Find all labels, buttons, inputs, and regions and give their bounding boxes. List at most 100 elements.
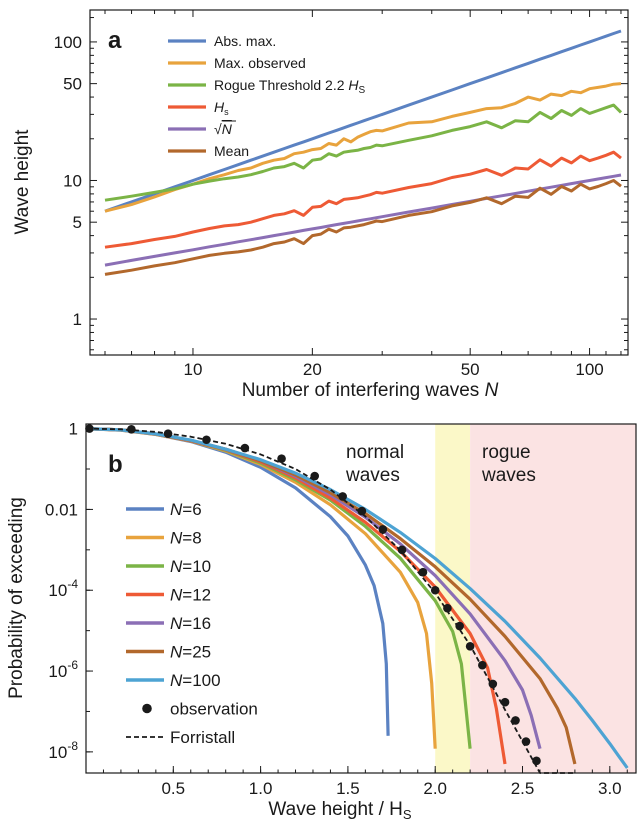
panel-b-legend-swatch-observation	[142, 703, 152, 714]
panel-a-legend-label-rogue-threshold-2-2-hs: Rogue Threshold 2.2 HS	[214, 77, 366, 96]
panel-b-observation-point	[240, 443, 250, 453]
panel-b-observation-point	[378, 525, 388, 534]
panel-b-ytick-base: 0.01	[45, 500, 78, 519]
panel-a-series-group	[104, 29, 623, 276]
panel-b-legend-label-forristall: Forristall	[170, 728, 235, 747]
panel-a-frame	[89, 9, 629, 356]
panel-a-label: a	[108, 27, 122, 54]
legend-hs-sub: s	[224, 107, 229, 117]
legend-n-symbol: N	[170, 614, 183, 633]
panel-b-observation-point	[357, 506, 367, 516]
legend-n-value: =10	[182, 557, 211, 576]
panel-b-legend-label-n-16: N=16	[170, 614, 211, 633]
panel-b-ytick-label: 10-6	[48, 658, 78, 681]
panel-b-series-n-6	[85, 427, 390, 736]
panel-b-region-label-normal-waves-1: waves	[345, 465, 400, 486]
panel-a-ytick-label: 5	[73, 213, 82, 232]
panel-b-label: b	[108, 451, 123, 478]
panel-a-legend-label-max-observed: Max. observed	[214, 55, 306, 71]
legend-sqrt-n: N	[222, 121, 233, 137]
panel-b-observation-point	[277, 454, 286, 463]
panel-b-observation-point	[202, 435, 211, 445]
panel-b-region-label-rogue-waves-0: rogue	[482, 442, 531, 463]
panel-b-xtick-label: 3.0	[598, 779, 622, 798]
panel-a: 10 20 50 100 1 5 10 50 100 a Abs. max. Max. obser…	[12, 9, 629, 401]
panel-a-legend-label-hs: Hs	[214, 99, 229, 117]
panel-b-xlabel: Wave height / HS	[268, 799, 411, 822]
legend-n-symbol: N	[170, 643, 183, 662]
panel-b-observation-point	[443, 603, 452, 613]
panel-b-xlabel-main: Wave height / H	[268, 799, 402, 820]
legend-n-symbol: N	[170, 500, 183, 519]
panel-b-legend-label-n-8: N=8	[170, 529, 202, 548]
panel-b-ytick-label: 0.01	[45, 500, 78, 519]
panel-b-observation-point	[521, 737, 531, 746]
panel-b-observation-point	[532, 756, 541, 766]
panel-b-ytick-base: 10	[48, 662, 67, 681]
panel-a-ticks: 10 20 50 100 1 5 10 50 100	[54, 10, 628, 379]
legend-n-value: =6	[182, 500, 201, 519]
panel-b-ytick-base: 1	[69, 420, 78, 439]
legend-n-value: =25	[182, 643, 211, 662]
panel-b-observation-point	[465, 641, 475, 651]
legend-n-symbol: N	[170, 671, 183, 690]
panel-b-legend-label-n-12: N=12	[170, 586, 211, 605]
panel-a-xlabel-main: Number of interfering waves	[242, 380, 485, 401]
panel-a-legend-label-mean: Mean	[214, 143, 249, 159]
panel-b-xtick-label: 1.5	[336, 779, 360, 798]
panel-a-ylabel: Wave height	[12, 129, 33, 235]
panel-b-observation-point	[163, 429, 173, 438]
panel-b-observation-point	[478, 660, 487, 670]
panel-a-ytick-label: 1	[73, 310, 82, 329]
legend-sqrt-sign: √	[214, 121, 222, 137]
panel-b-legend-label-n-25: N=25	[170, 643, 211, 662]
panel-b-observation-point	[338, 492, 347, 501]
panel-b-series-n-100	[85, 427, 629, 769]
panel-b-legend-label-observation: observation	[170, 700, 258, 719]
panel-a-series-rogue-threshold-2-2-hs	[104, 103, 623, 202]
panel-b-ytick-exp: -4	[67, 577, 78, 591]
legend-hs-main: H	[214, 99, 225, 115]
panel-b-xtick-label: 1.0	[249, 779, 273, 798]
panel-b-legend: N=6N=8N=10N=12N=16N=25N=100observationFo…	[126, 500, 258, 747]
panel-b-ytick-exp: -6	[67, 658, 78, 672]
panel-b-observation-point	[500, 697, 510, 707]
panel-a-legend-label-abs-max: Abs. max.	[214, 33, 276, 49]
panel-b-observation-point	[397, 545, 407, 555]
legend-threshold-sub: S	[359, 85, 366, 96]
panel-b-xtick-label: 2.5	[511, 779, 535, 798]
legend-n-symbol: N	[170, 557, 183, 576]
panel-b-observation-point	[455, 621, 464, 631]
panel-a-ytick-label: 50	[63, 75, 82, 94]
panel-b-series-group	[85, 427, 629, 774]
legend-threshold-h: H	[348, 77, 359, 93]
panel-b-legend-label-n-100: N=100	[170, 671, 221, 690]
panel-a-series-max-observed	[104, 82, 622, 213]
panel-b-region-label-rogue-waves-1: waves	[481, 465, 536, 486]
panel-b-region-normal-waves	[435, 424, 471, 773]
legend-n-value: =12	[182, 586, 211, 605]
legend-n-value: =16	[182, 614, 211, 633]
panel-b-ytick-exp: -8	[67, 739, 78, 753]
panel-b-ytick-label: 10-8	[48, 739, 78, 762]
panel-b-observation-point	[488, 679, 498, 689]
panel-a-ytick-label: 10	[63, 171, 82, 190]
panel-b-observation-point	[511, 716, 520, 725]
panel-b-xlabel-sub: S	[403, 807, 412, 822]
panel-b-ytick-label: 10-4	[48, 577, 78, 600]
legend-n-symbol: N	[170, 529, 183, 548]
panel-b-observation-point	[310, 471, 320, 481]
panel-b-observation-point	[418, 567, 428, 577]
panel-a-legend: Abs. max. Max. observed Rogue Threshold 2.…	[168, 33, 366, 159]
legend-n-symbol: N	[170, 586, 183, 605]
panel-b-xtick-label: 2.0	[423, 779, 447, 798]
panel-b-legend-label-n-10: N=10	[170, 557, 211, 576]
panel-a-ytick-label: 100	[54, 33, 82, 52]
panel-a-legend-label-n: √N	[214, 121, 233, 137]
panel-a-xtick-label: 20	[303, 360, 322, 379]
panel-b-region-label-normal-waves-0: normal	[346, 442, 404, 463]
